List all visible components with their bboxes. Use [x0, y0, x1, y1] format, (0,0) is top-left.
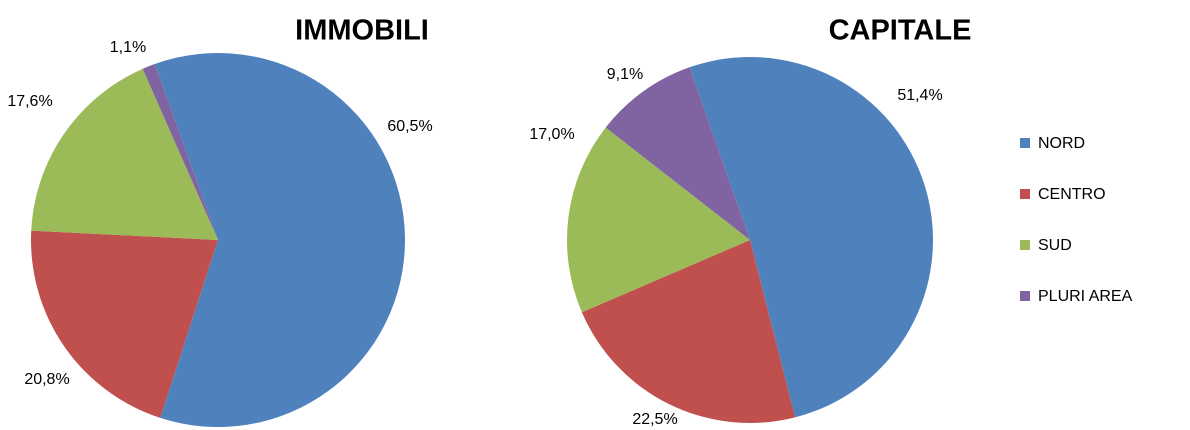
legend-swatch [1020, 240, 1030, 250]
data-label: 9,1% [607, 66, 643, 83]
pie-slice: NORD [154, 53, 406, 427]
data-label: 1,1% [110, 39, 146, 56]
pie-slice: CENTRO [31, 230, 219, 418]
data-label: 22,5% [632, 411, 677, 428]
legend-label: NORD [1038, 135, 1085, 152]
data-label: 17,0% [529, 126, 574, 143]
legend-swatch [1020, 189, 1030, 199]
legend-swatch [1020, 291, 1030, 301]
legend-label: SUD [1038, 237, 1072, 254]
legend-label: PLURI AREA [1038, 288, 1133, 305]
pie-slice: SUD [31, 68, 218, 240]
pie-slice: PLURI AREA [142, 64, 218, 240]
legend-swatch [1020, 138, 1030, 148]
chart-title: IMMOBILI [295, 15, 429, 47]
chart-title: CAPITALE [829, 15, 972, 47]
data-label: 51,4% [897, 87, 942, 104]
data-label: 17,6% [7, 93, 52, 110]
pie-slice: SUD [567, 127, 750, 313]
legend-label: CENTRO [1038, 186, 1106, 203]
pie-slice: CENTRO [581, 240, 796, 424]
data-label: 60,5% [387, 118, 432, 135]
pie-slice: PLURI AREA [605, 67, 750, 240]
pie-slice: NORD [689, 56, 933, 418]
data-label: 20,8% [24, 371, 69, 388]
